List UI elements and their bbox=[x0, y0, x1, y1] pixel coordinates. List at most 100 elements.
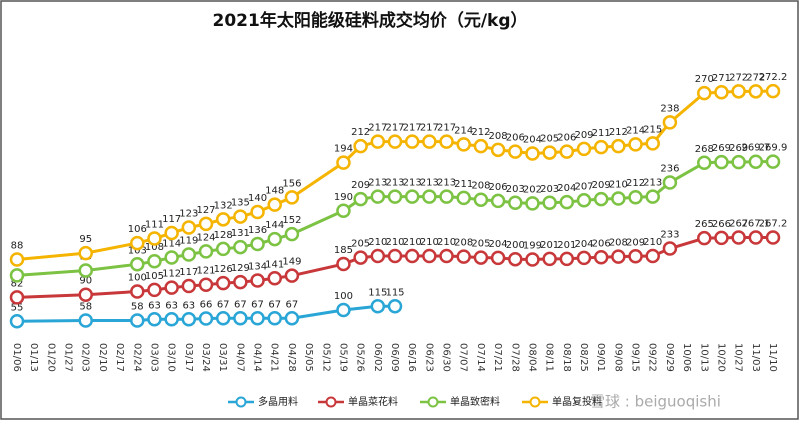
marker bbox=[286, 270, 298, 282]
data-label: 88 bbox=[11, 241, 24, 252]
marker bbox=[131, 237, 143, 249]
marker bbox=[750, 232, 762, 244]
x-tick-label: 01/27 bbox=[63, 343, 74, 372]
data-label: 267.2 bbox=[759, 218, 788, 229]
marker bbox=[458, 192, 470, 204]
marker bbox=[441, 191, 453, 203]
marker bbox=[372, 191, 384, 203]
x-tick-label: 07/21 bbox=[492, 343, 503, 372]
marker bbox=[647, 250, 659, 262]
data-label: 236 bbox=[660, 163, 679, 174]
marker bbox=[647, 191, 659, 203]
marker bbox=[11, 315, 23, 327]
marker bbox=[561, 146, 573, 158]
data-label: 67 bbox=[234, 299, 247, 310]
marker bbox=[11, 269, 23, 281]
x-tick-label: 07/07 bbox=[458, 343, 469, 372]
marker bbox=[337, 205, 349, 217]
x-tick-label: 03/10 bbox=[166, 343, 177, 372]
data-label: 213 bbox=[643, 178, 662, 189]
marker bbox=[252, 312, 264, 324]
x-tick-label: 09/29 bbox=[664, 343, 675, 372]
marker bbox=[767, 85, 779, 97]
x-tick-label: 05/05 bbox=[303, 343, 314, 372]
marker bbox=[200, 218, 212, 230]
x-tick-label: 03/31 bbox=[217, 343, 228, 372]
marker bbox=[526, 197, 538, 209]
marker bbox=[286, 191, 298, 203]
marker bbox=[148, 255, 160, 267]
marker bbox=[166, 227, 178, 239]
x-tick-label: 04/07 bbox=[234, 343, 245, 372]
marker bbox=[612, 192, 624, 204]
data-label: 100 bbox=[334, 291, 353, 302]
data-label: 233 bbox=[660, 230, 679, 241]
x-tick-label: 02/10 bbox=[97, 343, 108, 372]
legend-marker bbox=[327, 398, 336, 407]
x-tick-label: 05/19 bbox=[337, 343, 348, 372]
marker bbox=[234, 312, 246, 324]
marker bbox=[664, 116, 676, 128]
legend-marker bbox=[531, 398, 540, 407]
legend-marker bbox=[237, 398, 246, 407]
data-label: 156 bbox=[282, 178, 301, 189]
marker bbox=[733, 85, 745, 97]
marker bbox=[11, 291, 23, 303]
x-tick-label: 09/08 bbox=[612, 343, 623, 372]
marker bbox=[80, 289, 92, 301]
data-label: 63 bbox=[182, 300, 195, 311]
legend-label: 多晶用料 bbox=[258, 395, 298, 408]
data-label: 58 bbox=[131, 302, 144, 313]
marker bbox=[80, 315, 92, 327]
legend-marker bbox=[429, 398, 438, 407]
marker bbox=[595, 193, 607, 205]
x-tick-label: 04/14 bbox=[252, 343, 263, 372]
marker bbox=[389, 250, 401, 262]
marker bbox=[578, 194, 590, 206]
data-label: 238 bbox=[660, 103, 679, 114]
chart-title: 2021年太阳能级硅料成交均价（元/kg） bbox=[213, 10, 528, 31]
marker bbox=[166, 282, 178, 294]
marker bbox=[286, 228, 298, 240]
x-tick-label: 07/14 bbox=[475, 343, 486, 372]
x-tick-label: 06/02 bbox=[372, 343, 383, 372]
marker bbox=[423, 136, 435, 148]
marker bbox=[561, 253, 573, 265]
marker bbox=[715, 232, 727, 244]
x-tick-label: 02/03 bbox=[80, 343, 91, 372]
marker bbox=[131, 286, 143, 298]
x-tick-label: 03/17 bbox=[183, 343, 194, 372]
marker bbox=[11, 254, 23, 266]
marker bbox=[630, 138, 642, 150]
x-tick-label: 06/23 bbox=[423, 343, 434, 372]
marker bbox=[698, 157, 710, 169]
marker bbox=[217, 312, 229, 324]
x-tick-label: 06/30 bbox=[441, 343, 452, 372]
marker bbox=[544, 147, 556, 159]
marker bbox=[475, 252, 487, 264]
marker bbox=[664, 176, 676, 188]
marker bbox=[630, 250, 642, 262]
marker bbox=[458, 251, 470, 263]
marker bbox=[200, 313, 212, 325]
marker bbox=[578, 143, 590, 155]
data-label: 194 bbox=[334, 144, 353, 155]
data-label: 149 bbox=[282, 257, 301, 268]
x-tick-label: 01/20 bbox=[45, 343, 56, 372]
data-label: 215 bbox=[643, 124, 662, 135]
data-label: 67 bbox=[286, 299, 299, 310]
marker bbox=[509, 146, 521, 158]
marker bbox=[750, 156, 762, 168]
marker bbox=[252, 238, 264, 250]
marker bbox=[217, 213, 229, 225]
marker bbox=[406, 191, 418, 203]
marker bbox=[458, 138, 470, 150]
x-tick-label: 03/03 bbox=[148, 343, 159, 372]
x-tick-label: 09/15 bbox=[630, 343, 641, 372]
x-tick-label: 09/22 bbox=[647, 343, 658, 372]
marker bbox=[406, 136, 418, 148]
marker bbox=[561, 196, 573, 208]
marker bbox=[217, 277, 229, 289]
x-tick-label: 08/18 bbox=[561, 343, 572, 372]
marker bbox=[217, 243, 229, 255]
